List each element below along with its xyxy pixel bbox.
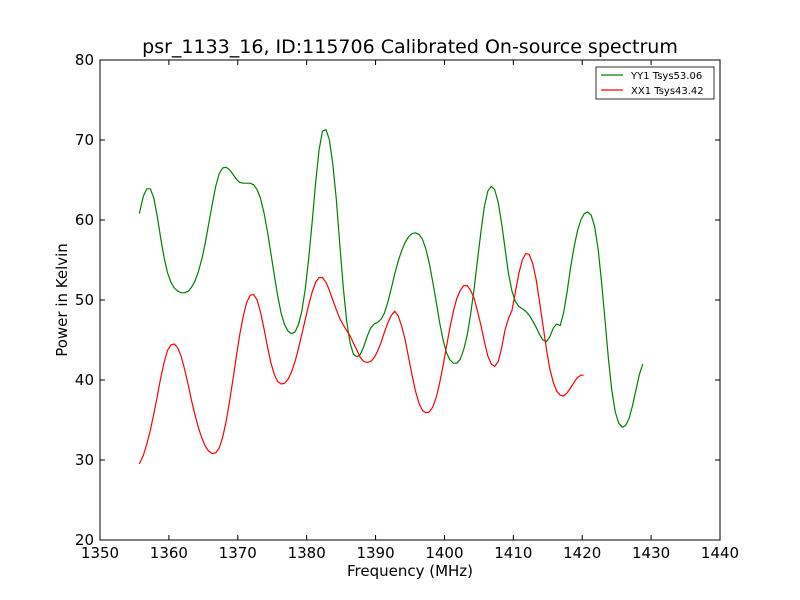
x-tick-label: 1400 [425,544,463,562]
x-tick-label: 1350 [81,544,119,562]
y-tick-label: 40 [75,371,94,389]
x-tick-label: 1360 [150,544,188,562]
series-line-1 [138,253,584,465]
x-tick-label: 1420 [563,544,601,562]
y-axis-label: Power in Kelvin [53,243,71,357]
x-axis-label: Frequency (MHz) [347,562,473,580]
x-tick-label: 1370 [219,544,257,562]
x-tick-label: 1410 [494,544,532,562]
legend: YY1 Tsys53.06 XX1 Tsys43.42 [595,66,715,100]
legend-label-1: XX1 Tsys43.42 [631,86,704,97]
x-tick-label: 1430 [632,544,670,562]
axis-ticks: 1350 1360 1370 1380 1390 1400 1410 1420 1430 1440… [75,51,739,562]
y-tick-label: 70 [75,131,94,149]
y-tick-label: 30 [75,451,94,469]
series-lines [138,129,644,465]
series-line-0 [138,129,644,428]
y-tick-label: 50 [75,291,94,309]
x-tick-label: 1380 [288,544,326,562]
y-tick-label: 20 [75,531,94,549]
chart-title: psr_1133_16, ID:115706 Calibrated On-sou… [142,36,678,58]
legend-box [595,66,715,100]
legend-label-0: YY1 Tsys53.06 [630,71,702,82]
y-tick-label: 60 [75,211,94,229]
y-tick-label: 80 [75,51,94,69]
plot-area-frame [99,59,721,541]
x-tick-label: 1440 [701,544,739,562]
x-tick-label: 1390 [356,544,394,562]
